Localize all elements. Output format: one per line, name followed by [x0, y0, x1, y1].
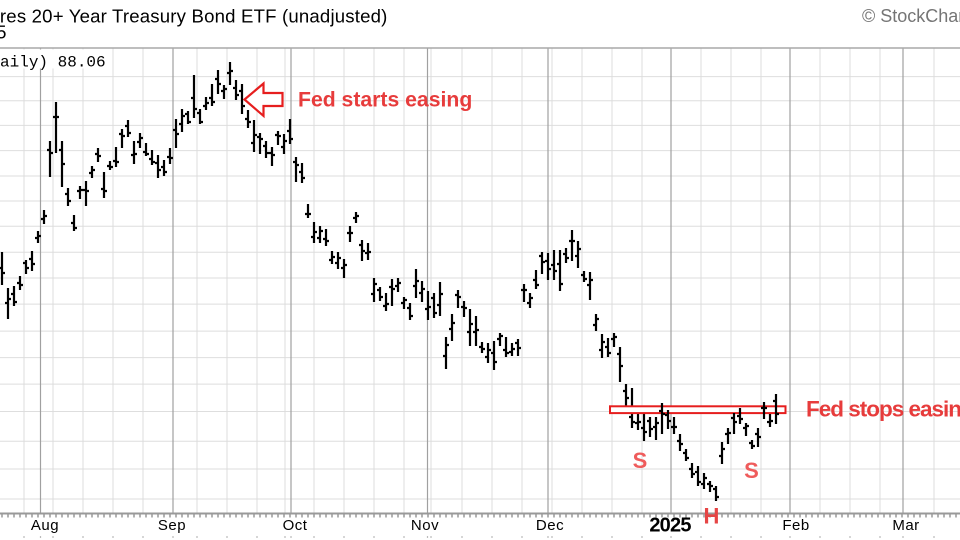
svg-text:H: H — [704, 504, 720, 529]
svg-text:Fed starts easing: Fed starts easing — [298, 89, 472, 112]
svg-text:Mar: Mar — [892, 517, 919, 534]
svg-text:Aug: Aug — [31, 517, 59, 534]
svg-text:© StockCharts.com: © StockCharts.com — [862, 6, 960, 26]
svg-text:Oct: Oct — [283, 517, 308, 534]
svg-text:Fed stops easing: Fed stops easing — [806, 397, 960, 422]
svg-text:iShares 20+ Year Treasury Bond: iShares 20+ Year Treasury Bond ETF (unad… — [0, 5, 388, 26]
svg-text:Feb: Feb — [782, 517, 809, 534]
svg-text:30-Jan-2025: 30-Jan-2025 — [0, 22, 7, 43]
svg-text:Nov: Nov — [411, 517, 439, 534]
svg-text:Sep: Sep — [158, 517, 186, 534]
svg-text:Dec: Dec — [536, 517, 564, 534]
svg-text:S: S — [744, 458, 759, 483]
svg-text:TLT (Daily) 88.06: TLT (Daily) 88.06 — [0, 54, 106, 72]
svg-text:2025: 2025 — [649, 515, 691, 537]
svg-text:S: S — [633, 448, 648, 473]
